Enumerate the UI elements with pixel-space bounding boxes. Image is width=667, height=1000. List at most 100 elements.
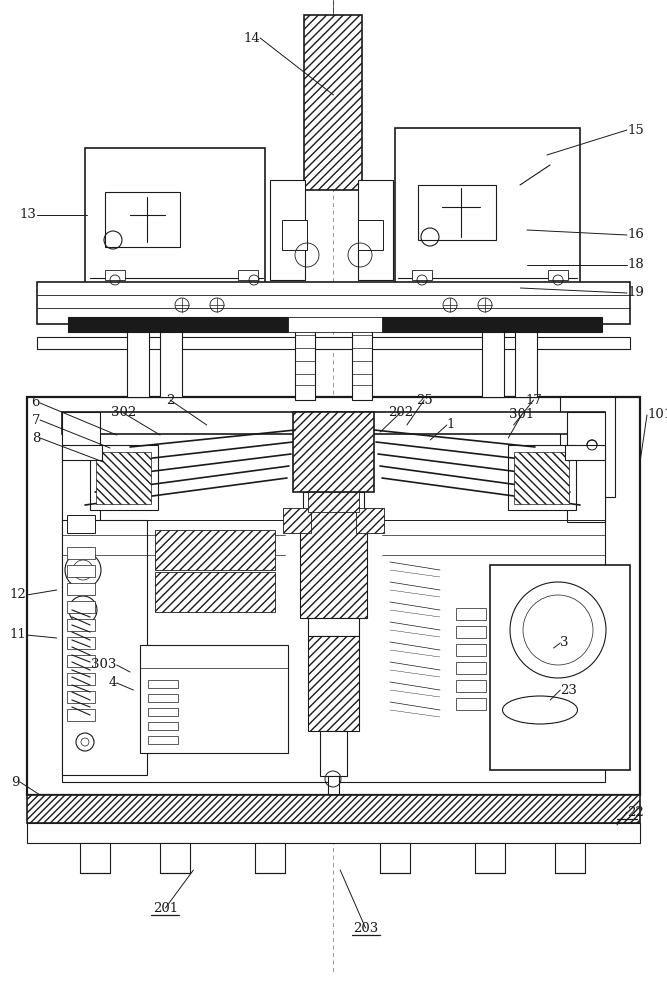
Text: 1: 1 — [447, 418, 456, 432]
Bar — [96, 452, 151, 504]
Text: 3: 3 — [560, 637, 569, 650]
Bar — [67, 547, 95, 559]
Bar — [67, 673, 95, 685]
Ellipse shape — [502, 696, 578, 724]
Bar — [308, 618, 359, 636]
Bar — [62, 412, 100, 522]
Bar — [395, 128, 580, 286]
Bar — [308, 636, 359, 731]
Bar — [295, 325, 315, 400]
Bar — [304, 15, 362, 190]
Bar — [548, 270, 568, 280]
Text: 12: 12 — [10, 588, 27, 601]
Text: 203: 203 — [353, 922, 378, 934]
Bar — [356, 508, 384, 533]
Text: 201: 201 — [153, 902, 178, 914]
Bar — [308, 492, 359, 512]
Bar — [282, 220, 307, 250]
Bar — [515, 325, 537, 397]
Bar — [80, 843, 110, 873]
Bar — [148, 708, 178, 716]
Bar — [67, 637, 95, 649]
Bar — [456, 644, 486, 656]
Bar — [155, 572, 275, 612]
Text: 4: 4 — [108, 676, 117, 690]
Bar — [418, 185, 496, 240]
Bar — [352, 325, 372, 400]
Bar — [255, 843, 285, 873]
Bar — [37, 282, 630, 324]
Text: 2: 2 — [166, 393, 174, 406]
Bar — [67, 565, 95, 577]
Text: 16: 16 — [627, 229, 644, 241]
Bar — [380, 843, 410, 873]
Text: 23: 23 — [560, 684, 577, 696]
Bar — [90, 445, 158, 510]
Bar — [148, 736, 178, 744]
Bar — [300, 510, 367, 618]
Bar — [148, 680, 178, 688]
Bar — [565, 445, 605, 460]
Text: 202: 202 — [388, 406, 413, 420]
Bar — [283, 508, 311, 533]
Bar — [560, 397, 615, 497]
Text: 15: 15 — [627, 123, 644, 136]
Bar — [508, 445, 576, 510]
Bar — [140, 645, 288, 753]
Text: 101: 101 — [647, 408, 667, 422]
Bar — [293, 412, 374, 492]
Text: 303: 303 — [91, 658, 117, 672]
Bar — [555, 843, 585, 873]
Bar — [160, 325, 182, 397]
Text: 18: 18 — [627, 258, 644, 271]
Bar — [328, 776, 339, 794]
Bar — [358, 220, 383, 250]
Bar — [456, 662, 486, 674]
Bar — [27, 397, 640, 795]
Text: 301: 301 — [509, 408, 534, 422]
Text: 6: 6 — [31, 396, 40, 410]
Bar — [62, 412, 605, 782]
Bar — [68, 317, 288, 332]
Bar — [67, 619, 95, 631]
Bar — [238, 270, 258, 280]
Text: 19: 19 — [627, 286, 644, 300]
Text: 17: 17 — [525, 393, 542, 406]
Bar — [358, 180, 393, 280]
Bar — [105, 192, 180, 247]
Bar — [567, 412, 605, 522]
Bar — [148, 694, 178, 702]
Bar — [85, 148, 265, 286]
Bar — [27, 823, 640, 843]
Bar — [456, 608, 486, 620]
Bar — [67, 583, 95, 595]
Bar — [514, 452, 569, 504]
Bar — [456, 680, 486, 692]
Bar — [456, 698, 486, 710]
Bar — [482, 325, 504, 397]
Text: 9: 9 — [11, 776, 20, 788]
Text: 11: 11 — [10, 629, 27, 642]
Bar — [62, 520, 147, 775]
Bar — [475, 843, 505, 873]
Bar — [62, 445, 102, 460]
Bar — [148, 722, 178, 730]
Bar — [288, 317, 382, 332]
Bar — [62, 412, 605, 434]
Bar — [67, 515, 95, 533]
Text: 13: 13 — [20, 209, 37, 222]
Bar — [303, 492, 364, 517]
Text: 7: 7 — [31, 414, 40, 426]
Bar — [37, 337, 630, 349]
Bar — [127, 325, 149, 397]
Bar — [382, 317, 602, 332]
Bar — [490, 565, 630, 770]
Bar — [67, 691, 95, 703]
Text: 25: 25 — [416, 393, 433, 406]
Bar — [105, 270, 125, 280]
Text: 14: 14 — [243, 31, 260, 44]
Bar — [27, 795, 640, 823]
Bar — [412, 270, 432, 280]
Bar — [270, 180, 305, 280]
Bar — [67, 601, 95, 613]
